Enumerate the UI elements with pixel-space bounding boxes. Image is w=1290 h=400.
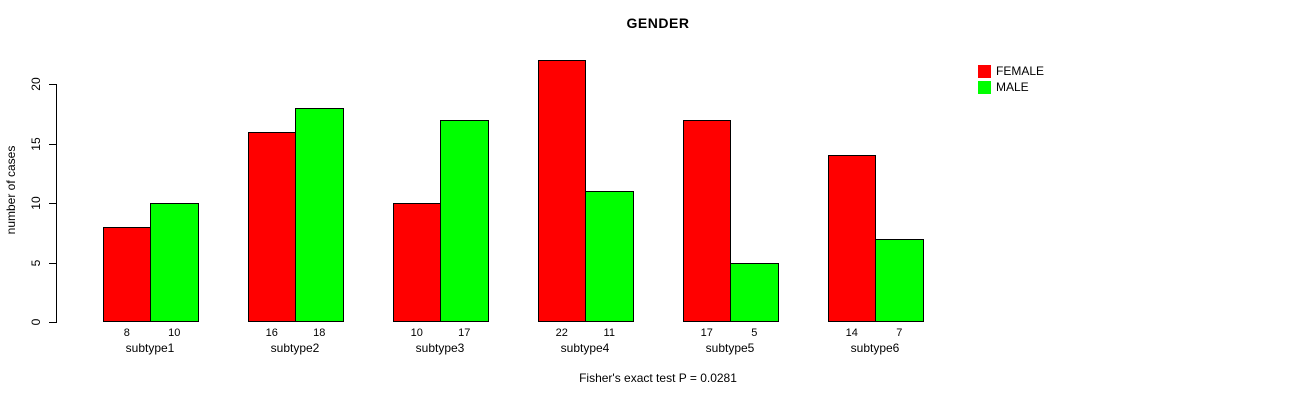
x-axis-category-label-subtype4: subtype4 xyxy=(560,341,610,355)
bar-value-label-female-subtype3: 10 xyxy=(410,327,423,339)
bar-value-label-male-subtype4: 11 xyxy=(603,327,615,339)
bar-male-subtype5 xyxy=(730,262,779,322)
bar-value-label-female-subtype4: 22 xyxy=(555,327,568,339)
bar-female-subtype2 xyxy=(247,131,296,322)
bar-female-subtype1 xyxy=(102,226,151,322)
y-axis-tick-label: 0 xyxy=(29,318,43,326)
y-axis-tick-label: 20 xyxy=(29,77,43,91)
fisher-test-note: Fisher's exact test P = 0.0281 xyxy=(579,371,737,385)
bar-value-label-female-subtype1: 8 xyxy=(123,327,130,339)
bar-male-subtype4 xyxy=(585,191,634,322)
y-axis-tick xyxy=(49,262,56,264)
bar-male-subtype3 xyxy=(440,119,489,322)
bar-female-subtype3 xyxy=(392,203,441,322)
y-axis-tick xyxy=(49,322,56,323)
bar-female-subtype4 xyxy=(537,60,586,322)
x-axis-category-label-subtype1: subtype1 xyxy=(125,341,175,355)
bar-value-label-female-subtype6: 14 xyxy=(845,327,858,339)
y-axis-tick xyxy=(49,143,56,145)
bar-value-label-male-subtype2: 18 xyxy=(313,327,326,339)
x-axis-category-label-subtype6: subtype6 xyxy=(850,341,900,355)
y-axis-line xyxy=(56,84,57,323)
x-axis-category-label-subtype2: subtype2 xyxy=(270,341,320,355)
y-axis-tick-label: 10 xyxy=(29,196,43,210)
bar-female-subtype5 xyxy=(682,119,731,322)
y-axis-tick-label: 15 xyxy=(29,136,43,151)
x-axis-category-label-subtype3: subtype3 xyxy=(415,341,465,355)
legend-item-male: MALE xyxy=(978,79,1044,95)
bar-value-label-male-subtype6: 7 xyxy=(896,327,903,339)
x-axis-category-label-subtype5: subtype5 xyxy=(705,341,755,355)
bar-value-label-male-subtype3: 17 xyxy=(458,327,471,339)
bar-value-label-male-subtype5: 5 xyxy=(751,327,758,339)
bar-male-subtype6 xyxy=(875,238,924,322)
male-swatch-icon xyxy=(978,80,991,94)
bar-value-label-male-subtype1: 10 xyxy=(168,327,181,339)
y-axis-tick xyxy=(49,203,56,204)
bar-value-label-female-subtype2: 16 xyxy=(265,327,278,339)
legend-label-male: MALE xyxy=(996,80,1029,94)
bar-male-subtype1 xyxy=(150,203,199,322)
y-axis-tick xyxy=(49,84,56,85)
legend-label-female: FEMALE xyxy=(996,64,1045,78)
legend: FEMALE MALE xyxy=(978,63,1044,95)
y-axis-tick-label: 5 xyxy=(29,259,43,266)
bar-value-label-female-subtype5: 17 xyxy=(700,327,713,339)
bar-male-subtype2 xyxy=(295,107,344,322)
chart-title: GENDER xyxy=(626,15,690,31)
y-axis-title: number of cases xyxy=(4,145,18,235)
bar-female-subtype6 xyxy=(827,155,876,322)
female-swatch-icon xyxy=(978,64,991,78)
legend-item-female: FEMALE xyxy=(978,63,1044,79)
